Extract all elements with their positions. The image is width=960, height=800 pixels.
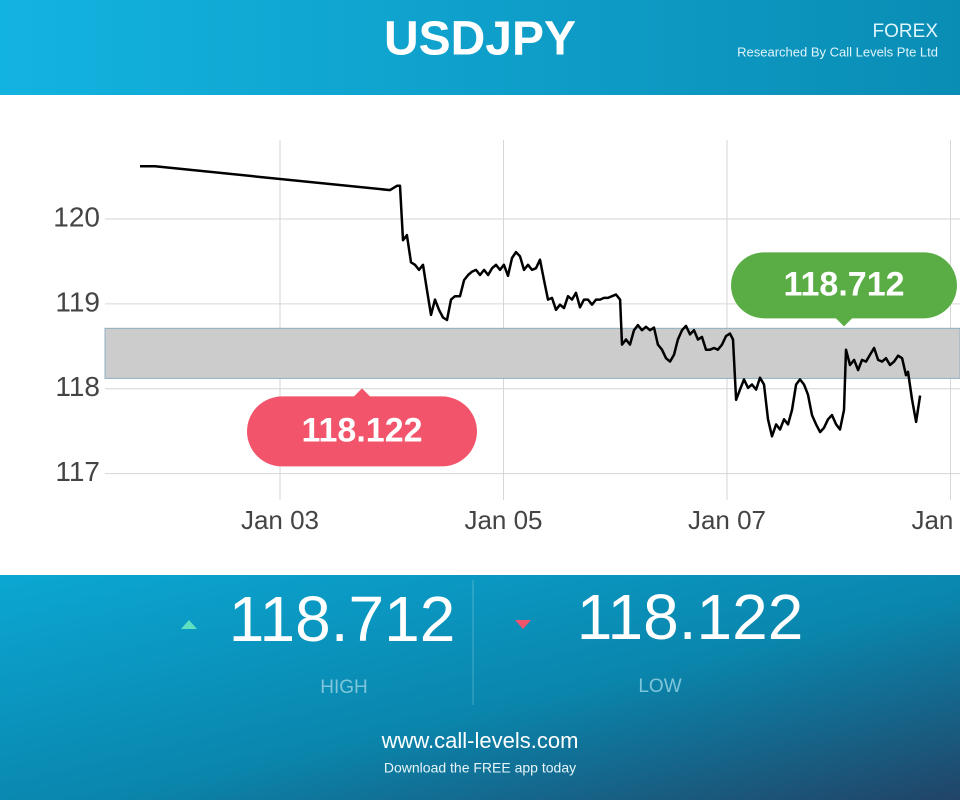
low-callout bbox=[247, 388, 477, 467]
tagline: Download the FREE app today bbox=[384, 760, 576, 776]
price-line bbox=[140, 165, 922, 438]
low-value: 118.122 bbox=[577, 581, 804, 653]
low-label: LOW bbox=[638, 676, 681, 697]
x-tick-label: Jan 07 bbox=[688, 505, 766, 535]
stats: 118.712 118.122 HIGH LOW www.call-levels… bbox=[181, 580, 803, 776]
market: FOREX bbox=[873, 21, 939, 42]
plot: Jan 03 Jan 05 Jan 07 Jan 09 117 118 119 120 118.… bbox=[53, 140, 960, 535]
footer-bg bbox=[0, 575, 960, 800]
y-tick-label: 117 bbox=[55, 456, 100, 487]
x-tick-label: Jan 05 bbox=[464, 505, 542, 535]
x-tick-label: Jan 03 bbox=[241, 505, 319, 535]
credit: Researched By Call Levels Pte Ltd bbox=[737, 44, 938, 59]
header-bg bbox=[0, 0, 960, 95]
down-arrow bbox=[515, 620, 531, 629]
x-tick-label: Jan 09 bbox=[911, 505, 960, 535]
range-band bbox=[104, 327, 960, 379]
high-callout bbox=[731, 252, 957, 327]
url[interactable]: www.call-levels.com bbox=[381, 728, 579, 753]
low-callout-label: 118.122 bbox=[301, 411, 422, 449]
up-arrow bbox=[181, 620, 197, 629]
y-tick-label: 120 bbox=[53, 201, 100, 232]
y-tick-label: 119 bbox=[55, 286, 100, 317]
y-tick-label: 118 bbox=[55, 371, 100, 402]
high-label: HIGH bbox=[320, 677, 368, 698]
high-value: 118.712 bbox=[229, 583, 456, 655]
high-callout-label: 118.712 bbox=[783, 265, 904, 303]
title: USDJPY bbox=[384, 13, 576, 66]
